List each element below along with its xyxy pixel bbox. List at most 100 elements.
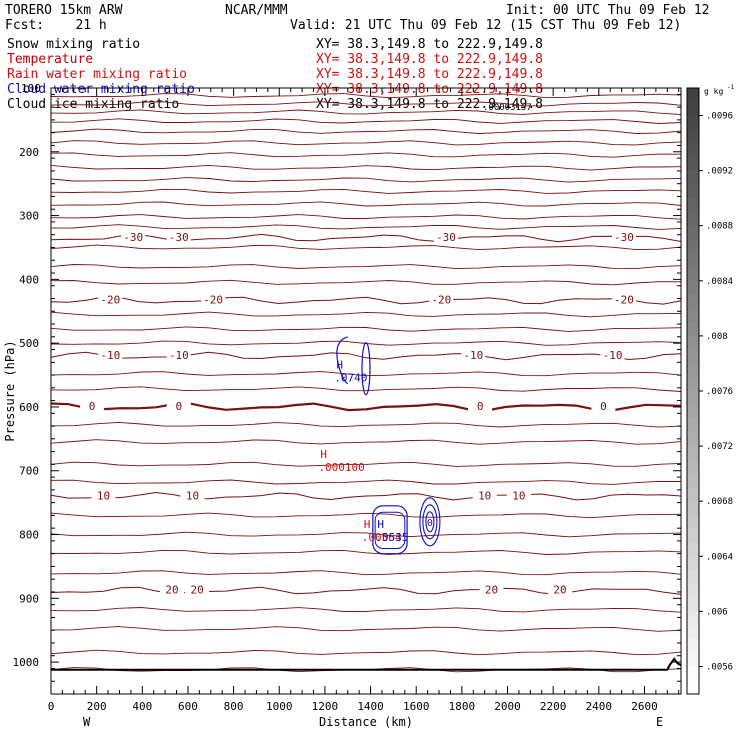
colorbar-band xyxy=(687,666,699,681)
plot-frame xyxy=(50,87,682,695)
institution: NCAR/MMM xyxy=(225,3,288,18)
x-tick-label: 0 xyxy=(48,700,55,713)
contour-label-bg xyxy=(472,490,497,502)
colorbar-band xyxy=(687,528,699,544)
contour-label-bg xyxy=(185,584,210,596)
cloud-water-contour xyxy=(361,342,371,396)
x-end-label-right: E xyxy=(656,715,663,729)
temperature-contour xyxy=(50,311,682,318)
temperature-contour-label: -30 xyxy=(123,231,143,244)
forecast-hour: Fcst: 21 h xyxy=(5,18,107,33)
temperature-contour xyxy=(50,649,682,656)
temperature-contour-label: -20 xyxy=(431,293,451,306)
temperature-contour xyxy=(50,109,682,116)
colorbar-tick-label: .0088 xyxy=(706,222,733,232)
temperature-contour xyxy=(50,188,682,194)
contour-label-bg xyxy=(506,490,531,502)
colorbar-band xyxy=(687,418,699,433)
temperature-contour xyxy=(50,279,682,286)
cloud-water-contour xyxy=(374,511,406,550)
temperature-contour xyxy=(50,224,682,230)
contour-label-bg xyxy=(461,349,486,361)
colorbar-band xyxy=(687,308,699,323)
contour-label-bg xyxy=(201,294,226,306)
temperature-contour xyxy=(50,512,682,519)
contour-label-bg xyxy=(91,490,116,502)
contour-label-bg xyxy=(121,231,146,243)
colorbar-band xyxy=(687,280,699,296)
colorbar-band xyxy=(687,625,699,640)
temperature-contour xyxy=(50,439,682,445)
x-tick-label: 1600 xyxy=(403,700,430,713)
contour-label-bg xyxy=(433,231,458,243)
contour-label-bg xyxy=(159,584,184,596)
temperature-contour xyxy=(50,340,682,346)
colorbar-band xyxy=(687,294,699,309)
colorbar-band xyxy=(687,129,699,144)
temperature-contour-label: 0 xyxy=(89,400,96,413)
x-tick-label: 400 xyxy=(132,700,152,713)
maximum-marker: H xyxy=(336,359,343,372)
temperature-contour-label: -10 xyxy=(100,349,120,362)
valid-time: Valid: 21 UTC Thu 09 Feb 12 (15 CST Thu … xyxy=(290,18,681,33)
init-time: Init: 00 UTC Thu 09 Feb 12 xyxy=(506,3,710,18)
temperature-contour--10 xyxy=(50,351,682,361)
colorbar-band xyxy=(687,335,699,351)
contour-label-bg xyxy=(548,584,573,596)
maximum-value: .0535 xyxy=(375,531,408,544)
colorbar-band xyxy=(687,377,699,392)
temperature-contour-label: 0 xyxy=(477,400,484,413)
temperature-contour xyxy=(50,531,682,538)
temperature-contour-label: 10 xyxy=(97,489,110,502)
colorbar-band xyxy=(687,115,699,130)
field-xy: XY= 38.3,149.8 to 222.9,149.8 xyxy=(316,52,543,67)
y-tick-label: 600 xyxy=(19,401,39,414)
x-tick-label: 1400 xyxy=(357,700,384,713)
contour-label-bg xyxy=(180,490,205,502)
colorbar-tick-label: .0084 xyxy=(706,277,733,287)
colorbar-tick-label: .0068 xyxy=(706,497,733,507)
temperature-contour-label: -30 xyxy=(436,231,456,244)
contour-label-bg xyxy=(611,231,636,243)
y-tick-label: 300 xyxy=(19,210,39,223)
contour-label-bg xyxy=(98,294,123,306)
colorbar-tick-label: .006 xyxy=(706,607,728,617)
temperature-contour xyxy=(50,93,682,99)
temperature-contour xyxy=(50,461,682,467)
temperature-contour xyxy=(50,626,682,632)
maximum-marker: H xyxy=(377,518,384,531)
y-tick-label: 200 xyxy=(19,146,39,159)
x-tick-label: 2400 xyxy=(586,700,613,713)
colorbar-band xyxy=(687,184,699,199)
temperature-contour-label: -20 xyxy=(614,293,634,306)
colorbar-band xyxy=(687,473,699,489)
temperature-contour xyxy=(50,570,682,576)
colorbar-band xyxy=(687,88,699,103)
colorbar-band xyxy=(687,404,699,420)
y-tick-label: 700 xyxy=(19,465,39,478)
maximum-marker: H xyxy=(320,448,327,461)
temperature-contour-label: -10 xyxy=(603,349,623,362)
maximum-value: .0740 xyxy=(334,372,367,385)
plot-area: -30 -30 -30 -30 -20 -20 -20 -20 -10 -10 -10 -10 0 0 0 0… xyxy=(50,93,682,673)
x-tick-label: 1000 xyxy=(266,700,293,713)
y-top-tick-label: 100 xyxy=(21,82,41,95)
temperature-contour-0 xyxy=(50,402,682,412)
model-title: TORERO 15km ARW xyxy=(5,3,123,18)
colorbar-unit: g kg xyxy=(704,87,723,96)
colorbar-unit-exponent: -1 xyxy=(727,84,735,91)
cloud-water-contour xyxy=(422,504,438,540)
temperature-contour-10 xyxy=(50,491,682,501)
temperature-contour xyxy=(50,386,682,392)
colorbar-band xyxy=(687,446,699,461)
maximum-value: .000100 xyxy=(318,461,364,474)
cloud-water-contour xyxy=(419,497,441,547)
contour-label-bg xyxy=(591,400,616,412)
colorbar-tick-label: .0092 xyxy=(706,167,733,177)
contour-label-bg xyxy=(166,400,191,412)
colorbar-band xyxy=(687,101,699,117)
x-tick-label: 1800 xyxy=(449,700,476,713)
x-tick-label: 2200 xyxy=(540,700,567,713)
contour-label-bg xyxy=(600,349,625,361)
